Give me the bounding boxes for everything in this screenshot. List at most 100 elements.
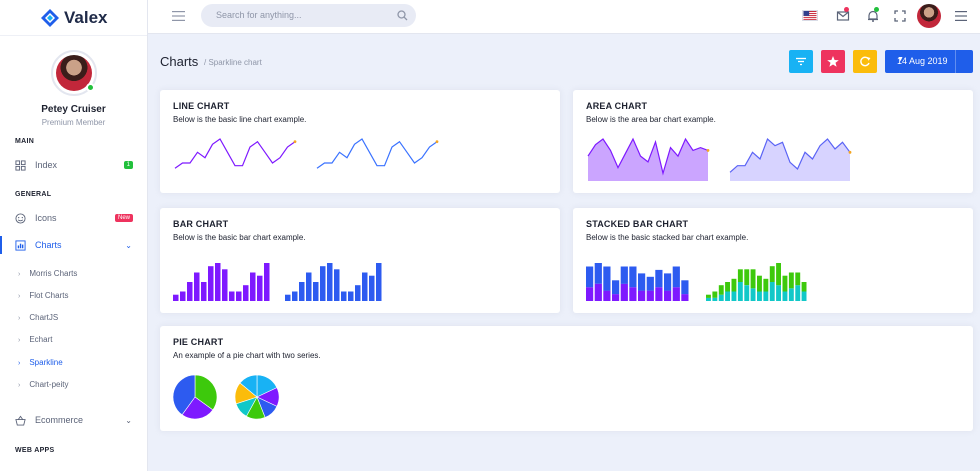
bar-sparkline-2: [285, 263, 382, 301]
sidebar-item-ecommerce[interactable]: Ecommerce ⌄: [0, 411, 147, 429]
stacked-bar-segment: [706, 297, 711, 301]
area-chart-card: AREA CHART Below is the area bar chart e…: [573, 90, 973, 193]
category-main: MAIN: [15, 138, 35, 145]
breadcrumb[interactable]: / Sparkline chart: [204, 58, 262, 67]
bar: [257, 275, 263, 301]
stacked-bar-segment: [603, 290, 611, 301]
bar: [250, 272, 256, 301]
stacked-bar-segment: [620, 266, 628, 284]
subitem-label: ChartJS: [29, 313, 59, 322]
valex-logo-icon: [41, 9, 59, 27]
subitem-chart-peity[interactable]: › Chart-peity: [18, 380, 68, 389]
subitem-label: Echart: [29, 335, 53, 344]
index-badge: 1: [123, 161, 133, 169]
stacked-bar-chart-card: STACKED BAR CHART Below is the basic sta…: [573, 208, 973, 313]
bar: [208, 266, 214, 301]
profile-name: Petey Cruiser: [41, 104, 106, 115]
subitem-flot-charts[interactable]: › Flot Charts: [18, 291, 68, 300]
pie-slice: [239, 374, 258, 398]
end-point: [435, 140, 439, 144]
stacked-bar-segment: [782, 291, 788, 301]
mail-notification-dot: [844, 7, 849, 12]
sidebar-item-index[interactable]: Index 1: [0, 156, 147, 174]
chevron-down-icon: ⌄: [125, 240, 132, 250]
stacked-bar-segment: [776, 285, 781, 301]
end-point: [293, 140, 297, 144]
search-icon[interactable]: [397, 10, 408, 21]
bar: [341, 291, 347, 301]
refresh-button[interactable]: [853, 50, 877, 73]
filter-button[interactable]: [789, 50, 813, 73]
card-description: Below is the basic bar chart example.: [173, 233, 306, 242]
series-line: [316, 138, 438, 169]
sidebar-item-label: Index: [35, 160, 58, 170]
bar: [222, 269, 228, 301]
subitem-label: Sparkline: [29, 358, 63, 367]
stacked-bar-segment: [712, 291, 718, 298]
stacked-bar-segment: [750, 269, 756, 289]
chevron-right-icon: ›: [18, 271, 21, 278]
pie-slice: [194, 374, 218, 411]
stacked-bar-segment: [725, 291, 730, 301]
bar-chart-card: BAR CHART Below is the basic bar chart e…: [160, 208, 560, 313]
card-title: STACKED BAR CHART: [586, 219, 689, 229]
refresh-icon: [860, 56, 871, 67]
sidebar-item-icons[interactable]: Icons New: [0, 209, 147, 227]
card-title: LINE CHART: [173, 101, 230, 111]
menu-icon[interactable]: [172, 11, 185, 21]
subitem-chartjs[interactable]: › ChartJS: [18, 313, 58, 322]
card-title: BAR CHART: [173, 219, 229, 229]
stacked-bar-segment: [612, 294, 620, 301]
pie-chart-2: [234, 374, 280, 420]
bar: [306, 272, 312, 301]
fullscreen-icon[interactable]: [893, 9, 907, 23]
filter-icon: [796, 57, 806, 66]
stacked-bar-segment: [795, 272, 801, 286]
mail-icon[interactable]: [836, 9, 850, 23]
stacked-bar-segment: [586, 266, 594, 288]
subitem-sparkline[interactable]: › Sparkline: [18, 358, 63, 367]
stacked-bar-segment: [801, 282, 807, 292]
pie-chart-1: [172, 374, 218, 420]
chevron-down-icon: ⌄: [125, 415, 132, 425]
line-sparkline-2: [316, 138, 439, 169]
bar: [299, 282, 305, 301]
bell-icon[interactable]: [866, 9, 880, 23]
bar-sparkline-1: [173, 263, 270, 301]
area-sparkline-2: [729, 137, 852, 181]
subitem-label: Flot Charts: [29, 291, 69, 300]
stacked-bar-segment: [795, 285, 801, 301]
profile-avatar[interactable]: [50, 50, 97, 96]
subitem-label: Chart-peity: [29, 380, 69, 389]
stacked-bar-segment: [718, 294, 724, 301]
us-flag-icon[interactable]: [802, 10, 818, 21]
subitem-label: Morris Charts: [29, 269, 78, 278]
grid-icon: [15, 159, 26, 171]
bar: [285, 294, 291, 301]
stacked-bar-segment: [725, 282, 730, 292]
sidebar: Valex Petey Cruiser Premium Member MAIN …: [0, 0, 148, 471]
stacked-bar-segment: [782, 275, 788, 292]
category-general: GENERAL: [15, 191, 52, 198]
user-avatar[interactable]: [917, 4, 941, 28]
end-point: [848, 150, 852, 154]
stacked-bar-segment: [757, 275, 762, 292]
top-header: Search for anything...: [148, 0, 980, 34]
subitem-echart[interactable]: › Echart: [18, 335, 52, 344]
subitem-morris-charts[interactable]: › Morris Charts: [18, 269, 77, 278]
date-dropdown-button[interactable]: 14 Aug 2019 ▼: [885, 50, 973, 73]
menu-icon[interactable]: [955, 11, 967, 21]
stacked-bar-segment: [706, 294, 711, 298]
end-point: [706, 149, 710, 152]
stacked-bar-segment: [801, 291, 807, 301]
icons-badge: New: [114, 214, 133, 222]
chevron-right-icon: ›: [18, 293, 21, 300]
card-description: Below is the basic line chart example.: [173, 115, 307, 124]
stacked-bar-segment: [681, 294, 689, 301]
brand[interactable]: Valex: [0, 0, 147, 36]
sidebar-item-charts[interactable]: Charts ⌄: [0, 236, 147, 254]
favorite-button[interactable]: [821, 50, 845, 73]
search-input[interactable]: Search for anything...: [201, 4, 416, 27]
stacked-bar-segment: [731, 291, 737, 301]
stacked-bar-segment: [769, 282, 775, 301]
